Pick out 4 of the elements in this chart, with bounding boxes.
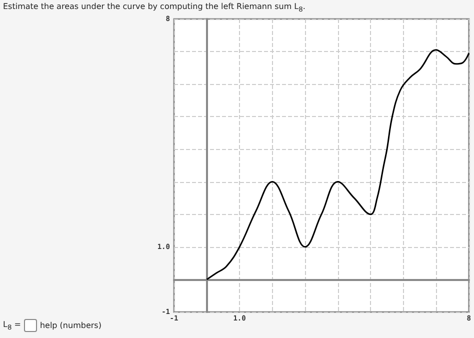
chart-title: Estimate the areas under the curve by computing the left Riemann sum L$_{8}$. <box>3 2 306 14</box>
text: L$_{8}$ = <box>3 320 21 332</box>
text: help (numbers) <box>40 321 102 330</box>
line-series <box>206 49 470 280</box>
